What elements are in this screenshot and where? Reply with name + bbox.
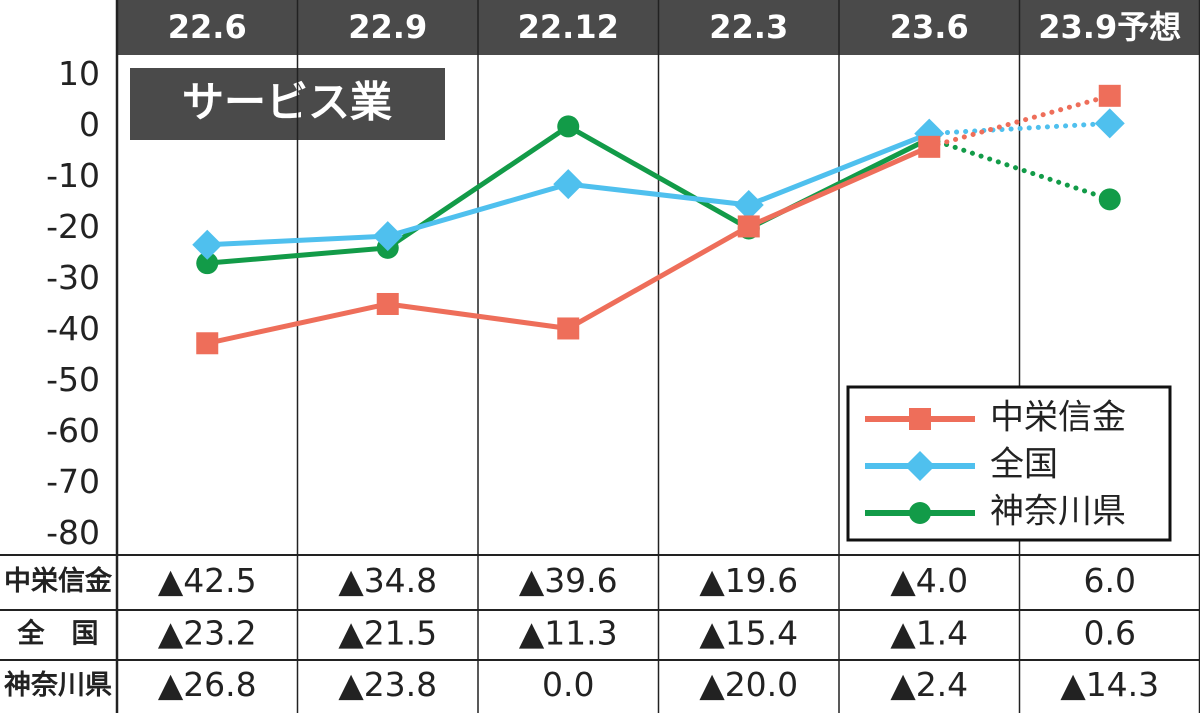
x-tick-label: 22.6 bbox=[168, 8, 247, 46]
table-cell: ▲4.0 bbox=[890, 561, 968, 600]
marker bbox=[553, 169, 584, 200]
y-tick-label: 0 bbox=[79, 105, 100, 144]
x-tick-label: 23.6 bbox=[890, 8, 969, 46]
table-cell: ▲26.8 bbox=[158, 665, 257, 704]
marker bbox=[376, 292, 399, 315]
table-cell: ▲34.8 bbox=[338, 561, 437, 600]
marker bbox=[372, 221, 403, 252]
marker bbox=[557, 115, 580, 138]
table-row-label: 神奈川県 bbox=[4, 670, 112, 701]
table-cell: ▲20.0 bbox=[699, 665, 798, 704]
marker bbox=[733, 190, 764, 220]
legend-label: 全国 bbox=[990, 445, 1058, 485]
chart-title: サービス業 bbox=[182, 78, 392, 127]
forecast-line bbox=[926, 93, 1113, 150]
y-tick-label: -20 bbox=[46, 207, 100, 246]
marker bbox=[196, 332, 219, 355]
table-cell: ▲23.8 bbox=[338, 665, 437, 704]
x-tick-label: 22.3 bbox=[709, 8, 788, 46]
y-tick-label: -80 bbox=[46, 513, 100, 552]
y-tick-label: -60 bbox=[46, 411, 100, 450]
legend-label: 神奈川県 bbox=[990, 492, 1126, 532]
table-cell: 0.0 bbox=[542, 665, 594, 704]
marker bbox=[1094, 108, 1125, 139]
marker bbox=[196, 252, 219, 275]
y-tick-label: -40 bbox=[46, 309, 100, 348]
table-cell: ▲14.3 bbox=[1060, 665, 1159, 704]
table-cell: ▲2.4 bbox=[890, 665, 968, 704]
marker bbox=[1098, 188, 1121, 211]
title-box bbox=[130, 68, 445, 140]
marker bbox=[1098, 84, 1121, 107]
legend-label: 中栄信金 bbox=[990, 398, 1126, 438]
table-cell: ▲19.6 bbox=[699, 561, 798, 600]
table-cell: ▲1.4 bbox=[890, 614, 968, 653]
marker bbox=[192, 229, 223, 260]
legend-marker bbox=[905, 451, 935, 481]
y-tick-label: -50 bbox=[46, 360, 100, 399]
table-cell: ▲11.3 bbox=[519, 614, 618, 653]
marker bbox=[737, 215, 760, 238]
y-tick-label: -30 bbox=[46, 258, 100, 297]
table-row-label: 中栄信金 bbox=[4, 565, 113, 597]
marker bbox=[557, 317, 580, 340]
table-cell: ▲23.2 bbox=[158, 614, 257, 653]
table-cell: ▲15.4 bbox=[699, 614, 798, 653]
table-cell: ▲39.6 bbox=[519, 561, 618, 600]
legend-marker bbox=[909, 502, 931, 524]
table-cell: 6.0 bbox=[1084, 561, 1136, 600]
x-tick-label: 23.9予想 bbox=[1038, 8, 1181, 46]
table-cell: ▲42.5 bbox=[158, 561, 257, 600]
forecast-line bbox=[926, 120, 1113, 137]
legend-marker bbox=[909, 408, 931, 430]
y-tick-label: -10 bbox=[46, 156, 100, 195]
table-cell: ▲21.5 bbox=[338, 614, 437, 653]
table-row-label: 全 国 bbox=[17, 618, 99, 650]
y-tick-label: 10 bbox=[58, 54, 100, 93]
x-tick-label: 22.12 bbox=[518, 8, 619, 46]
table-cell: 0.6 bbox=[1084, 614, 1136, 653]
marker bbox=[918, 135, 941, 158]
y-tick-label: -70 bbox=[46, 462, 100, 501]
x-tick-label: 22.9 bbox=[348, 8, 427, 46]
